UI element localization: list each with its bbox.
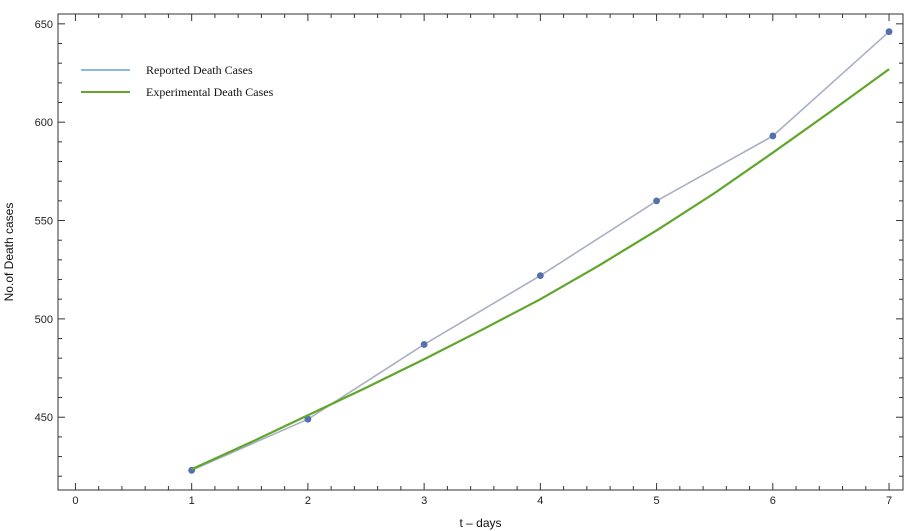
y-tick-label: 500 — [35, 314, 53, 326]
axes: 0 1 2 3 4 5 6 7 450 500 550 600 650 t – days No.of Dea… — [2, 13, 904, 530]
legend: Reported Death Cases Experimental Death C… — [81, 63, 274, 99]
y-tick-label: 450 — [35, 412, 53, 424]
x-tick-label: 0 — [72, 495, 78, 507]
y-tick-label: 550 — [35, 216, 53, 228]
y-tick-label: 650 — [35, 19, 53, 31]
legend-label-2: Experimental Death Cases — [146, 85, 274, 99]
x-tick-label: 4 — [537, 495, 543, 507]
x-axis-title: t – days — [459, 516, 501, 530]
x-tick-label: 6 — [770, 495, 776, 507]
x-tick-label: 7 — [886, 495, 892, 507]
plot-frame — [57, 13, 904, 491]
series-line-1 — [191, 31, 890, 472]
series-line-2 — [191, 68, 890, 471]
x-tick-label: 5 — [654, 495, 660, 507]
data-point — [304, 415, 312, 423]
y-tick-label: 600 — [35, 117, 53, 129]
data-point — [769, 132, 777, 140]
legend-label-1: Reported Death Cases — [146, 63, 253, 77]
data-point — [536, 272, 544, 280]
data-point — [885, 28, 893, 36]
data-point — [420, 341, 428, 348]
plot-area — [188, 28, 893, 474]
x-tick-label: 1 — [189, 495, 195, 507]
data-point — [653, 197, 660, 205]
x-tick-label: 3 — [421, 495, 427, 507]
x-tick-label: 2 — [305, 495, 311, 507]
y-axis-title: No.of Death cases — [2, 203, 16, 302]
